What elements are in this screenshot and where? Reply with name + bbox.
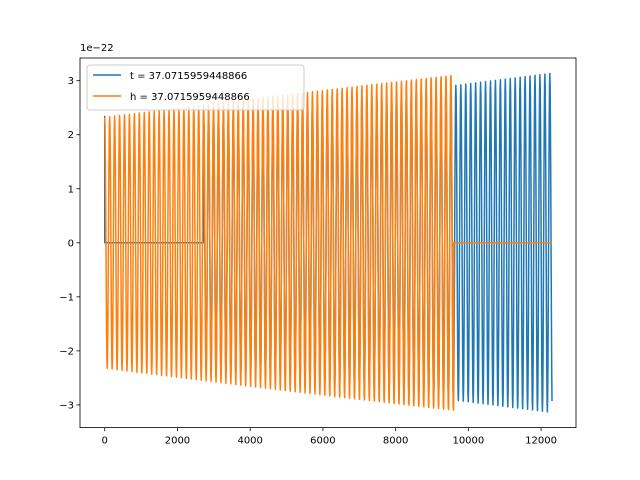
x-tick-label: 4000 (237, 436, 262, 447)
x-tick-label: 6000 (310, 436, 335, 447)
x-tick-label: 0 (102, 436, 108, 447)
x-tick-label: 2000 (165, 436, 190, 447)
legend-box (86, 64, 305, 111)
legend: t = 37.0715959448866 h = 37.071595944886… (86, 64, 305, 111)
y-tick-label: −3 (59, 400, 74, 411)
x-tick-label: 10000 (452, 436, 484, 447)
y-tick-label: 0 (68, 238, 74, 249)
x-tick-label: 8000 (383, 436, 408, 447)
y-tick-label: 2 (68, 130, 74, 141)
y-tick-label: −1 (59, 292, 74, 303)
axes-frame (79, 57, 577, 429)
y-axis: −3 −2 −1 0 1 2 3 (59, 76, 80, 411)
y-tick-label: 3 (68, 76, 74, 87)
y-offset-text: 1e−22 (80, 43, 114, 54)
legend-label-h: h = 37.0715959448866 (130, 92, 250, 103)
x-tick-label: 12000 (525, 436, 557, 447)
legend-label-t: t = 37.0715959448866 (130, 71, 247, 82)
y-tick-label: −2 (59, 346, 74, 357)
x-axis: 0 2000 4000 6000 8000 10000 12000 (102, 427, 557, 447)
series-line-h (103, 74, 552, 411)
y-tick-label: 1 (68, 184, 74, 195)
plot-area (103, 72, 553, 413)
